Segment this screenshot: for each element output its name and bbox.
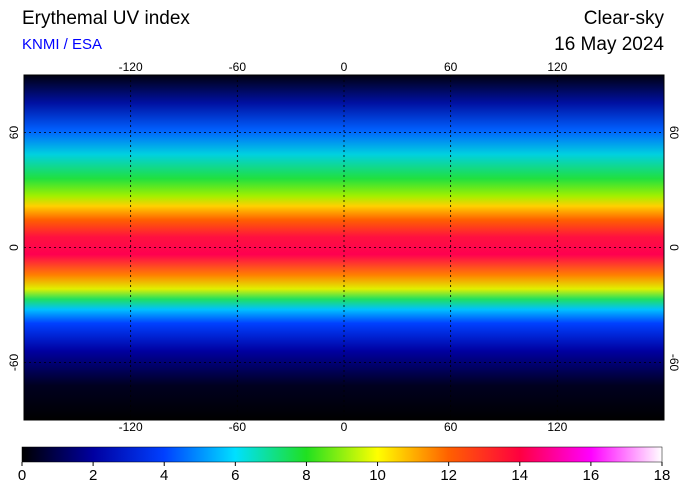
colorbar-tick-label: 14 [511,467,528,484]
condition: Clear-sky [584,8,665,29]
colorbar-tick-label: 18 [654,467,671,484]
lon-tick-label-bottom: 0 [341,420,348,434]
colorbar-tick-label: 12 [440,467,457,484]
lat-tick-label-left: 0 [7,244,21,251]
lon-tick-label-top: 60 [444,60,458,74]
colorbar-tick-label: 2 [89,467,97,484]
colorbar-tick-label: 0 [18,467,26,484]
colorbar [21,446,663,463]
source: KNMI / ESA [22,36,102,53]
title: Erythemal UV index [22,8,190,29]
lon-tick-label-top: 0 [341,60,348,74]
colorbar-tick-label: 4 [160,467,168,484]
lat-tick-label-right: 60 [667,126,681,140]
lon-tick-label-top: -120 [119,60,143,74]
lat-tick-label-right: -60 [667,354,681,372]
date: 16 May 2024 [554,34,664,55]
lon-tick-label-bottom: -60 [229,420,247,434]
lon-tick-label-top: -60 [229,60,247,74]
lon-tick-label-top: 120 [547,60,567,74]
colorbar-tick-label: 8 [302,467,310,484]
colorbar-tick-label: 10 [369,467,386,484]
lat-tick-label-left: -60 [7,354,21,372]
lon-tick-label-bottom: 60 [444,420,458,434]
lon-tick-label-bottom: 120 [547,420,567,434]
lat-tick-label-right: 0 [667,244,681,251]
colorbar-tick-label: 6 [231,467,239,484]
lat-tick-label-left: 60 [7,126,21,140]
colorbar-tick-label: 16 [583,467,600,484]
lon-tick-label-bottom: -120 [119,420,143,434]
